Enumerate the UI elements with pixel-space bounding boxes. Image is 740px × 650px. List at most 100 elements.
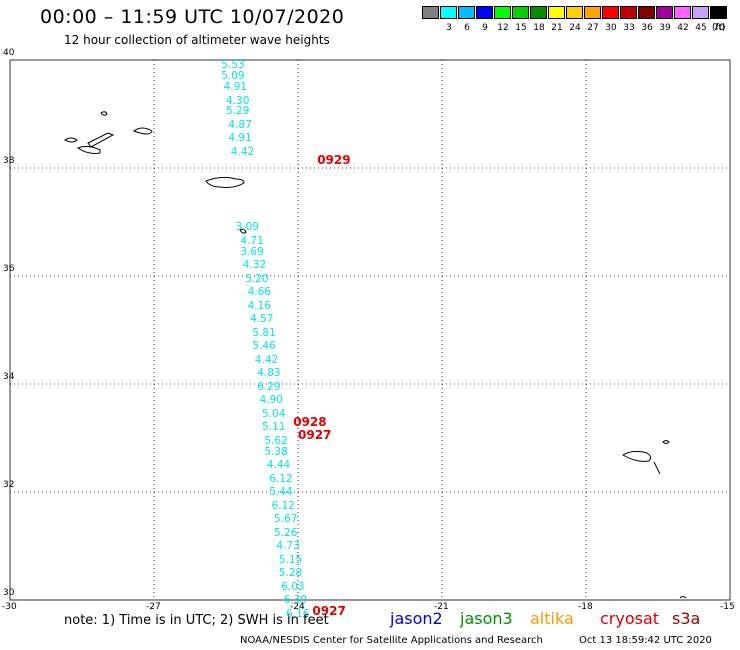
wave-height-value: 4.30 [226, 94, 250, 107]
map-subtitle: 12 hour collection of altimeter wave hei… [64, 33, 330, 47]
wave-height-value: 3.09 [235, 221, 259, 234]
coastlines [64, 111, 687, 599]
legend-swatch [458, 6, 475, 19]
legend-unit: (ft) [712, 23, 726, 33]
wave-height-value: 4.87 [228, 118, 252, 131]
island-selvagens [679, 596, 687, 599]
island-porto-santo [662, 440, 670, 444]
island-madeira [622, 450, 652, 462]
wave-height-value: 5.53 [221, 59, 245, 72]
footer-timestamp: Oct 13 18:59:42 UTC 2020 [579, 635, 712, 646]
wave-height-value: 4.42 [230, 145, 255, 158]
map-title: 00:00 – 11:59 UTC 10/07/2020 [40, 6, 345, 28]
legend-label: 18 [533, 23, 545, 33]
wave-height-value: 4.42 [254, 353, 279, 366]
legend-swatch [710, 6, 727, 19]
legend-label: 15 [515, 23, 527, 33]
wave-height-value: 6.03 [281, 580, 305, 593]
latitude-tick-label: 34 [3, 372, 15, 382]
wave-height-value: 6.16 [286, 607, 310, 620]
longitude-tick-label: -27 [146, 602, 161, 612]
legend-label: 30 [605, 23, 617, 33]
latitude-tick-label: 38 [3, 156, 15, 166]
legend-swatch [674, 6, 691, 19]
wave-height-value: 4.16 [247, 299, 271, 312]
footer-credit: NOAA/NESDIS Center for Satellite Applica… [240, 635, 543, 646]
legend-swatch [602, 6, 619, 19]
legend-swatch [512, 6, 529, 19]
wave-height-value: 5.04 [262, 407, 286, 420]
wave-height-value: 5.20 [245, 272, 269, 285]
track-time-label: 0929 [317, 152, 351, 167]
wave-height-value: 4.73 [276, 540, 300, 552]
legend-swatch [692, 6, 709, 19]
island-sao-jorge [87, 132, 115, 148]
longitude-tick-label: -21 [434, 602, 449, 612]
island-flores [64, 137, 78, 143]
map-frame [9, 59, 731, 601]
satellite-jason2: jason2 [390, 609, 443, 628]
legend-swatch [494, 6, 511, 19]
note-text: note: 1) Time is in UTC; 2) SWH is in fe… [64, 613, 329, 628]
wave-height-value: 5.11 [262, 421, 286, 434]
wave-height-value: 5.44 [269, 486, 293, 498]
track-time-label: 0927 [312, 603, 346, 618]
legend-swatch [422, 6, 439, 19]
island-desertas [653, 461, 661, 475]
wave-height-value: 5.62 [264, 434, 288, 447]
legend-label: 12 [497, 23, 509, 33]
legend-label: 27 [587, 23, 599, 33]
wave-height-value: 5.28 [278, 567, 303, 579]
legend-label: 33 [623, 23, 635, 33]
satellite-cryosat: cryosat [600, 609, 660, 628]
wave-height-value: 4.91 [228, 132, 252, 145]
latitude-tick-label: 30 [3, 588, 15, 598]
wave-height-value: 4.57 [250, 313, 274, 326]
longitude-tick-label: -24 [290, 602, 305, 612]
legend-swatch [584, 6, 601, 19]
wave-height-value: 4.71 [240, 234, 264, 247]
satellite-jason3: jason3 [460, 609, 513, 628]
wave-height-value: 5.15 [278, 553, 303, 566]
longitude-tick-label: -18 [578, 602, 593, 612]
legend-label: 21 [551, 23, 563, 33]
legend-swatch [476, 6, 493, 19]
wave-height-value: 4.66 [247, 286, 271, 299]
legend-label: 39 [659, 23, 671, 33]
legend-label: 42 [677, 23, 689, 33]
wave-height-color-legend: 3 6 9 12 15 18 21 24 27 30 33 36 39 42 45 70 (ft) [422, 6, 728, 36]
legend-label: 70 [713, 23, 725, 33]
wave-height-value: 5.38 [264, 445, 288, 458]
longitude-tick-label: -15 [720, 602, 735, 612]
legend-label: 45 [695, 23, 707, 33]
island-sao-miguel [205, 176, 245, 188]
wave-height-value: 5.81 [252, 326, 276, 339]
legend-swatch [440, 6, 457, 19]
legend-label: 24 [569, 23, 581, 33]
latitude-tick-label: 32 [3, 480, 15, 490]
wave-height-value: 6.30 [283, 594, 307, 606]
legend-swatch [620, 6, 637, 19]
track-time-label: 0927 [298, 428, 332, 443]
latitude-tick-label: 40 [3, 48, 15, 58]
wave-height-value: 4.91 [223, 81, 247, 93]
wave-height-value: 5.09 [221, 70, 245, 83]
wave-height-value: 5.26 [274, 526, 298, 539]
wave-height-value: 5.46 [252, 340, 276, 353]
island-terceira [132, 127, 153, 135]
wave-height-value: 5.29 [226, 105, 250, 118]
longitude-tick-label: -30 [2, 602, 17, 612]
legend-swatch [656, 6, 673, 19]
island-graciosa [100, 111, 108, 116]
satellite-s3a: s3a [672, 609, 701, 628]
wave-height-value: 6.12 [269, 472, 293, 485]
satellite-altika: altika [530, 609, 574, 628]
island-santa-maria [239, 228, 247, 234]
legend-swatch [566, 6, 583, 19]
lat-lon-grid [10, 60, 730, 600]
wave-height-value: 4.90 [259, 394, 283, 407]
wave-height-value: 4.44 [266, 459, 291, 471]
legend-label: 6 [464, 23, 470, 33]
latitude-tick-label: 36 [3, 264, 15, 274]
